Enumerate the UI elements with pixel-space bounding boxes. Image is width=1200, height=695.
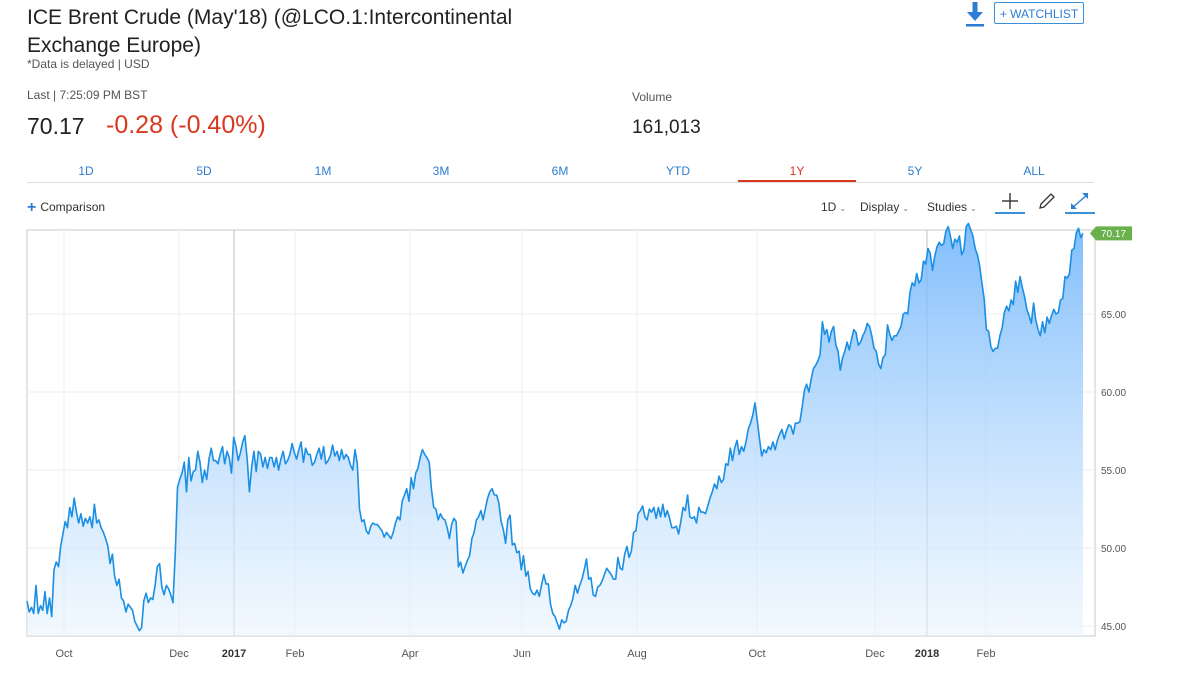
x-tick-label: Jun: [513, 648, 531, 660]
chevron-down-icon: ⌄: [839, 204, 847, 213]
last-price: 70.17: [27, 113, 85, 139]
crosshair-button[interactable]: [995, 190, 1025, 214]
tab-ytd[interactable]: YTD: [666, 164, 690, 178]
price-line: [26, 222, 1084, 632]
expand-button[interactable]: [1065, 190, 1095, 214]
range-tabs: 1D 5D 1M 3M 6M YTD 1Y 5Y ALL: [27, 158, 1094, 183]
tab-all[interactable]: ALL: [1023, 164, 1045, 178]
studies-dropdown[interactable]: Studies ⌄: [927, 200, 977, 214]
tab-1m[interactable]: 1M: [314, 164, 332, 178]
chevron-down-icon: ⌄: [902, 204, 910, 213]
interval-dropdown[interactable]: 1D ⌄: [821, 200, 846, 214]
expand-icon: [1071, 193, 1089, 209]
pencil-icon: [1039, 193, 1055, 209]
x-tick-label: Oct: [55, 648, 72, 660]
download-icon: [966, 2, 984, 27]
interval-label: 1D: [821, 200, 837, 214]
y-tick-label: 50.00: [1101, 544, 1126, 555]
plus-icon: +: [27, 199, 37, 216]
y-tick-label: 60.00: [1101, 388, 1126, 399]
x-tick-label: Aug: [627, 648, 647, 660]
x-tick-label: Dec: [169, 648, 189, 660]
tab-6m[interactable]: 6M: [551, 164, 569, 178]
comparison-label: Comparison: [40, 200, 106, 214]
tab-5d[interactable]: 5D: [196, 164, 212, 178]
last-value-label: 70.17: [1101, 229, 1126, 240]
x-tick-label: Oct: [748, 648, 765, 660]
last-value-tag: 70.17: [1090, 226, 1132, 241]
watchlist-button[interactable]: + WATCHLIST: [994, 2, 1084, 24]
chevron-down-icon: ⌄: [970, 204, 977, 213]
y-tick-label: 45.00: [1101, 622, 1126, 633]
download-button[interactable]: [960, 0, 990, 30]
y-tick-label: 55.00: [1101, 466, 1126, 477]
tab-1y[interactable]: 1Y: [738, 158, 856, 182]
y-tick-label: 65.00: [1101, 310, 1126, 321]
display-label: Display: [860, 200, 900, 214]
delayed-note: *Data is delayed | USD: [27, 57, 150, 71]
page-title: ICE Brent Crude (May'18) (@LCO.1:Interco…: [27, 6, 513, 57]
crosshair-icon: [1002, 193, 1018, 209]
price-change: -0.28 (-0.40%): [106, 111, 266, 139]
x-tick-label: 2018: [915, 648, 939, 660]
last-value-tag-shape: [1090, 226, 1132, 241]
expand-underline: [1065, 212, 1095, 214]
crosshair-underline: [995, 212, 1025, 214]
display-dropdown[interactable]: Display ⌄: [860, 200, 909, 214]
x-tick-label: Feb: [286, 648, 305, 660]
x-tick-label: Dec: [865, 648, 885, 660]
x-tick-label: Apr: [401, 648, 418, 660]
volume-label: Volume: [632, 90, 673, 104]
volume-value: 161,013: [632, 117, 701, 138]
comparison-button[interactable]: + Comparison: [27, 199, 105, 217]
x-tick-label: Feb: [977, 648, 996, 660]
price-area: [27, 223, 1083, 636]
studies-label: Studies: [927, 200, 968, 214]
tab-1d[interactable]: 1D: [78, 164, 94, 178]
x-tick-label: 2017: [222, 648, 246, 660]
draw-button[interactable]: [1031, 190, 1061, 212]
last-trade-label: Last | 7:25:09 PM BST: [27, 88, 148, 102]
tab-5y[interactable]: 5Y: [907, 164, 923, 178]
tab-3m[interactable]: 3M: [432, 164, 450, 178]
